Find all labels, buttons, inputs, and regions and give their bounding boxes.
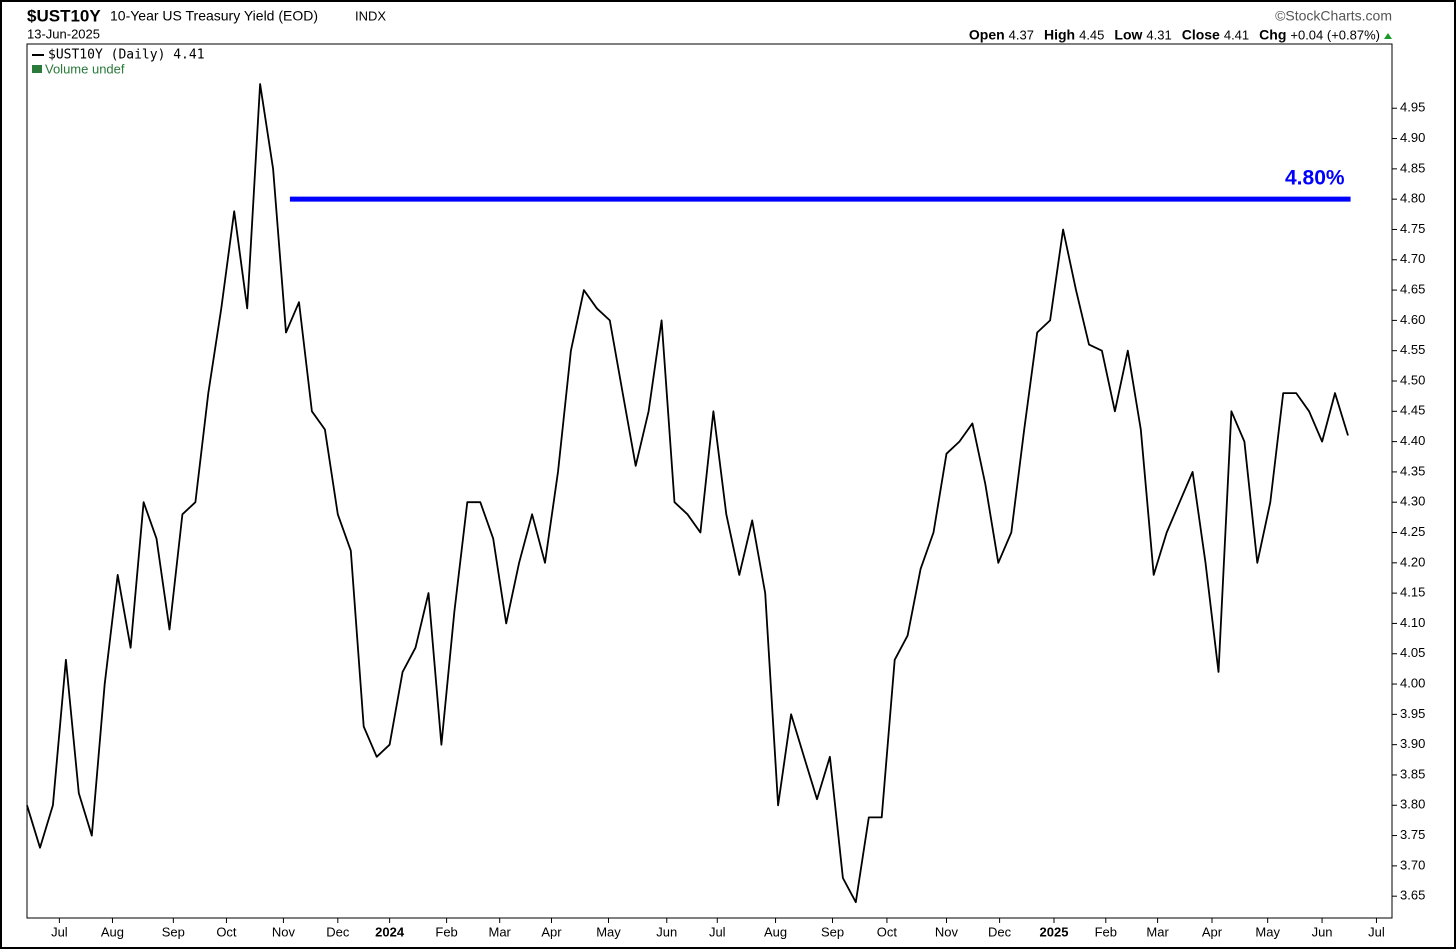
y-tick-label: 4.40 bbox=[1400, 433, 1425, 448]
volume-legend: Volume undef bbox=[45, 61, 125, 76]
symbol: $UST10Y bbox=[27, 6, 101, 25]
x-tick-label: Nov bbox=[935, 924, 959, 939]
x-tick-label: Apr bbox=[541, 924, 562, 939]
resistance-label: 4.80% bbox=[1285, 167, 1345, 190]
y-tick-label: 4.75 bbox=[1400, 221, 1425, 236]
chart-title: 10-Year US Treasury Yield (EOD) bbox=[110, 8, 318, 24]
exchange: INDX bbox=[355, 8, 386, 23]
x-tick-label: Apr bbox=[1202, 924, 1223, 939]
x-tick-label: Sep bbox=[162, 924, 185, 939]
x-tick-label: Feb bbox=[1095, 924, 1117, 939]
y-tick-label: 4.55 bbox=[1400, 342, 1425, 357]
x-tick-label: Sep bbox=[821, 924, 844, 939]
y-tick-label: 3.65 bbox=[1400, 888, 1425, 903]
quote-value: 4.41 bbox=[1224, 27, 1249, 42]
legend-entry: $UST10Y (Daily) 4.41 bbox=[48, 48, 205, 63]
y-tick-label: 3.95 bbox=[1400, 706, 1425, 721]
x-tick-label: Jun bbox=[656, 924, 677, 939]
quote-label: Chg bbox=[1259, 27, 1286, 43]
y-tick-label: 4.10 bbox=[1400, 615, 1425, 630]
y-tick-label: 3.80 bbox=[1400, 797, 1425, 812]
x-tick-label: Jul bbox=[709, 924, 726, 939]
x-tick-label: May bbox=[1255, 924, 1280, 939]
y-tick-label: 3.75 bbox=[1400, 827, 1425, 842]
x-tick-label: Dec bbox=[326, 924, 350, 939]
quote-label: Open bbox=[969, 27, 1005, 43]
chg-arrow bbox=[1384, 33, 1392, 39]
quote-value: 4.31 bbox=[1146, 27, 1171, 42]
x-tick-label: Aug bbox=[101, 924, 124, 939]
x-tick-label: Feb bbox=[435, 924, 457, 939]
y-tick-label: 4.85 bbox=[1400, 160, 1425, 175]
y-tick-label: 4.50 bbox=[1400, 372, 1425, 387]
y-tick-label: 4.90 bbox=[1400, 130, 1425, 145]
quote-value: 4.37 bbox=[1009, 27, 1034, 42]
y-tick-label: 4.35 bbox=[1400, 463, 1425, 478]
x-tick-label: Jul bbox=[51, 924, 68, 939]
quote-value: 4.45 bbox=[1079, 27, 1104, 42]
y-tick-label: 4.25 bbox=[1400, 524, 1425, 539]
x-tick-label: May bbox=[596, 924, 621, 939]
volume-icon bbox=[32, 65, 42, 73]
y-tick-label: 3.85 bbox=[1400, 766, 1425, 781]
y-tick-label: 4.65 bbox=[1400, 282, 1425, 297]
x-tick-label: Mar bbox=[489, 924, 512, 939]
y-tick-label: 4.95 bbox=[1400, 100, 1425, 115]
x-tick-label: Nov bbox=[272, 924, 296, 939]
x-tick-label: 2025 bbox=[1040, 924, 1069, 939]
quote-label: High bbox=[1044, 27, 1075, 43]
y-tick-label: 4.60 bbox=[1400, 312, 1425, 327]
y-tick-label: 3.90 bbox=[1400, 736, 1425, 751]
y-tick-label: 4.70 bbox=[1400, 251, 1425, 266]
x-tick-label: Dec bbox=[988, 924, 1012, 939]
quote-label: Close bbox=[1182, 27, 1220, 43]
y-tick-label: 4.20 bbox=[1400, 554, 1425, 569]
y-tick-label: 4.00 bbox=[1400, 675, 1425, 690]
plot-frame bbox=[26, 43, 1393, 919]
y-tick-label: 4.45 bbox=[1400, 403, 1425, 418]
source: ©StockCharts.com bbox=[1275, 8, 1392, 24]
x-tick-label: Aug bbox=[764, 924, 787, 939]
x-tick-label: Oct bbox=[877, 924, 898, 939]
x-tick-label: Mar bbox=[1146, 924, 1169, 939]
date: 13-Jun-2025 bbox=[27, 26, 100, 41]
y-tick-label: 3.70 bbox=[1400, 857, 1425, 872]
x-tick-label: Oct bbox=[216, 924, 237, 939]
y-tick-label: 4.30 bbox=[1400, 494, 1425, 509]
y-tick-label: 4.15 bbox=[1400, 585, 1425, 600]
x-tick-label: 2024 bbox=[375, 924, 405, 939]
quote-label: Low bbox=[1114, 27, 1142, 43]
quote: Open 4.37 High 4.45 Low 4.31 Close 4.41 Chg +0.04… bbox=[969, 27, 1380, 43]
y-tick-label: 4.80 bbox=[1400, 191, 1425, 206]
quote-value: +0.04 (+0.87%) bbox=[1290, 27, 1380, 42]
price-line bbox=[26, 83, 1349, 904]
x-tick-label: Jun bbox=[1312, 924, 1333, 939]
x-tick-label: Jul bbox=[1368, 924, 1385, 939]
y-tick-label: 4.05 bbox=[1400, 645, 1425, 660]
